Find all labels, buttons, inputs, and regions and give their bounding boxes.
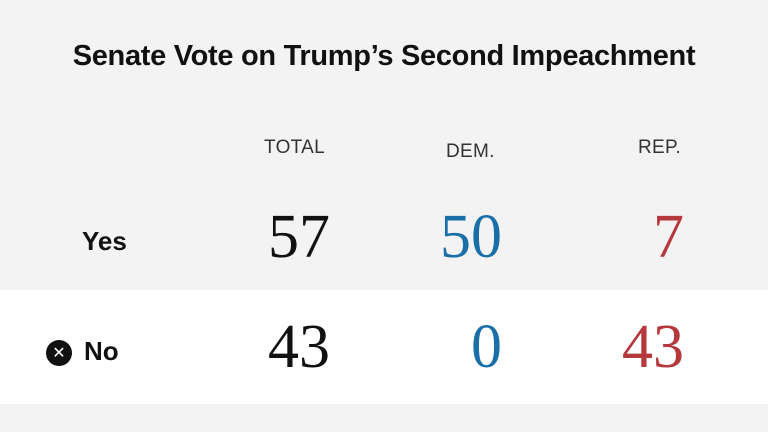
column-header-total: TOTAL: [264, 137, 325, 158]
yes-rep-value: 7: [653, 203, 684, 271]
x-circle-icon: ✕: [46, 340, 72, 366]
column-header-dem: DEM.: [446, 141, 495, 162]
no-total-value: 43: [268, 313, 330, 381]
no-rep-value: 43: [622, 313, 684, 381]
yes-total-value: 57: [268, 203, 330, 271]
chart-title: Senate Vote on Trump’s Second Impeachmen…: [72, 40, 696, 72]
yes-dem-value: 50: [440, 203, 502, 271]
row-label-yes: Yes: [82, 226, 127, 256]
no-row-background: [0, 290, 768, 404]
column-header-rep: REP.: [638, 137, 682, 158]
row-label-no: No: [84, 336, 119, 366]
no-dem-value: 0: [471, 313, 502, 381]
